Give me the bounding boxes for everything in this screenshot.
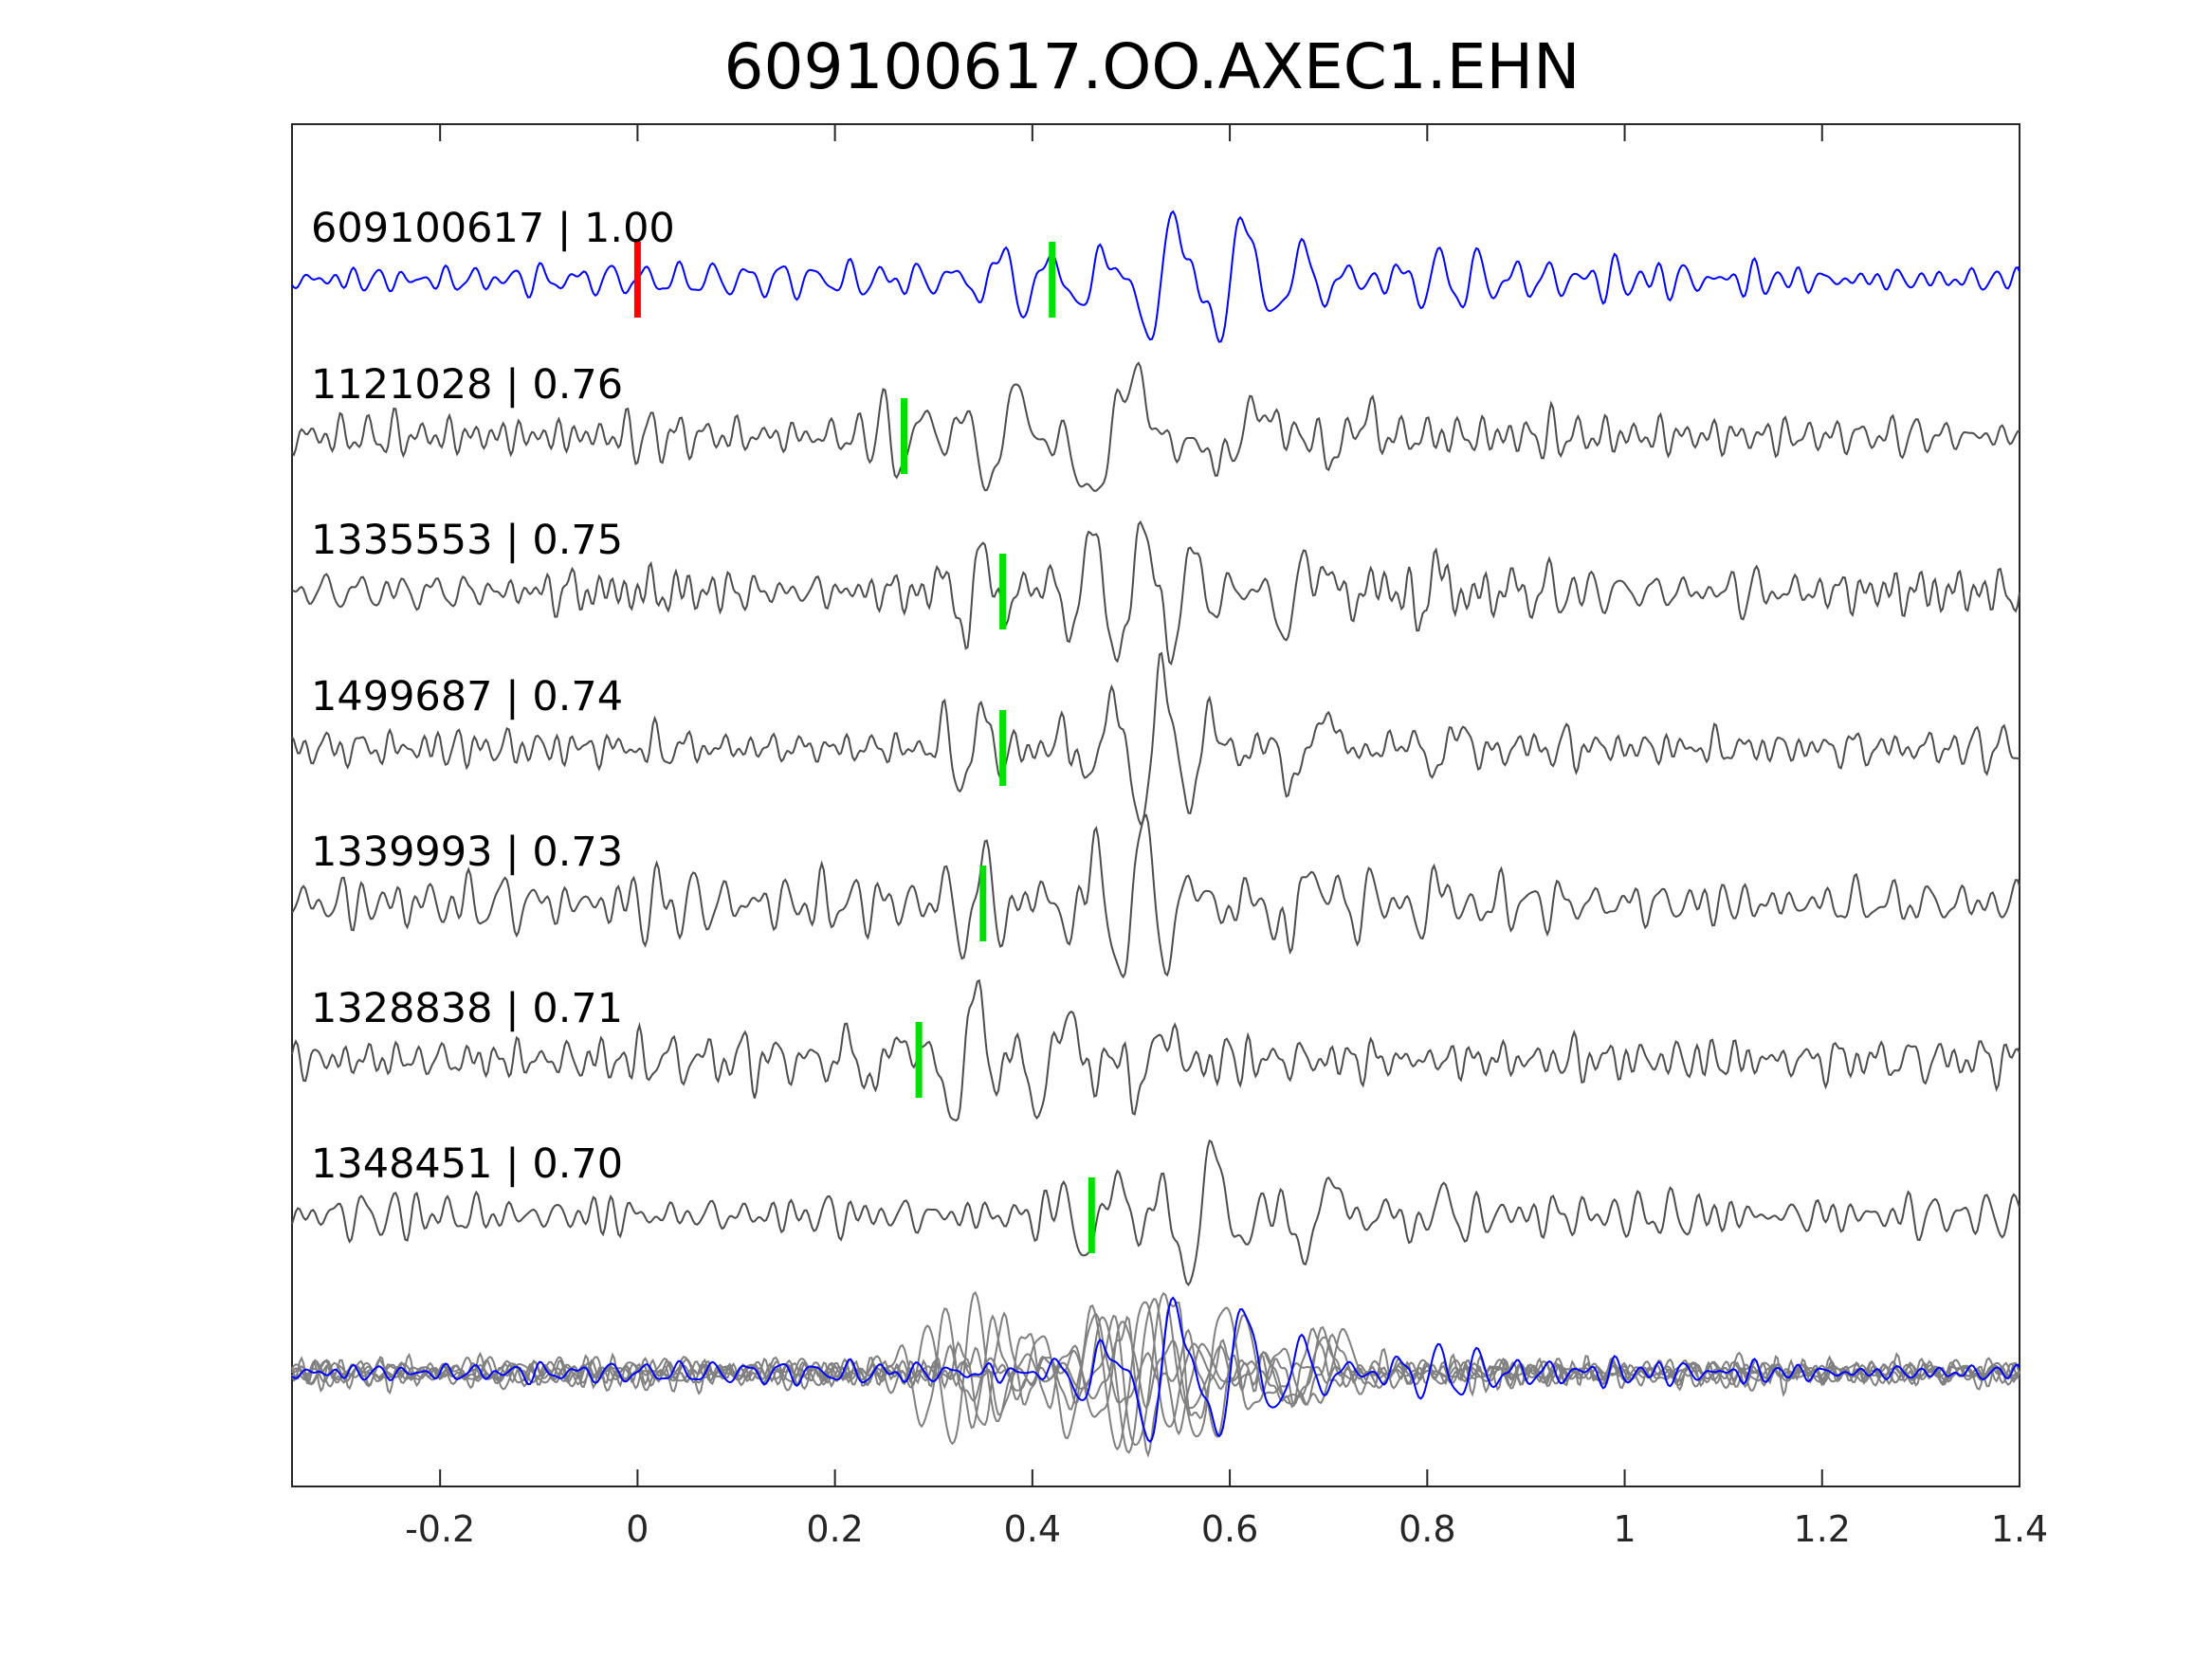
trace-label: 1121028 | 0.76	[311, 361, 623, 409]
trace-line	[291, 1139, 2020, 1286]
trace-line	[291, 978, 2020, 1122]
x-tick-label: 0.4	[1004, 1508, 1061, 1550]
stack-trace-line	[291, 1301, 2020, 1451]
x-tick-label: 1.2	[1794, 1508, 1851, 1550]
phase-picks	[633, 242, 1095, 1253]
trace-label: 1348451 | 0.70	[311, 1140, 623, 1188]
x-tick-label: 0.6	[1201, 1508, 1258, 1550]
x-tick-label: 1.4	[1991, 1508, 2048, 1550]
trace-line	[291, 361, 2020, 492]
stack-template-line	[291, 1296, 2020, 1444]
trace-label: 1339993 | 0.73	[311, 829, 623, 876]
x-tick-label: 0	[626, 1508, 649, 1550]
stack-trace-line	[291, 1306, 2020, 1438]
axes-frame	[291, 123, 2020, 1487]
trace-label: 609100617 | 1.00	[311, 205, 675, 252]
chart-title: 609100617.OO.AXEC1.EHN	[724, 30, 1581, 103]
trace-line	[291, 651, 2020, 826]
traces-layer	[291, 210, 2020, 1286]
x-tick-label: -0.2	[405, 1508, 475, 1550]
trace-labels: 609100617 | 1.00 1121028 | 0.76 1335553 | …	[311, 205, 675, 1188]
trace-label: 1335553 | 0.75	[311, 517, 623, 564]
trace-label: 1328838 | 0.71	[311, 985, 623, 1032]
trace-line	[291, 813, 2020, 979]
stacked-traces	[291, 1290, 2020, 1458]
x-tick-label: 1	[1613, 1508, 1636, 1550]
x-axis: -0.2 0 0.2 0.4 0.6 0.8 1 1.2 1.4	[405, 124, 2048, 1550]
x-tick-label: 0.2	[806, 1508, 863, 1550]
trace-line	[291, 520, 2020, 666]
x-tick-label: 0.8	[1398, 1508, 1455, 1550]
trace-label: 1499687 | 0.74	[311, 673, 623, 720]
trace-line	[291, 210, 2020, 343]
